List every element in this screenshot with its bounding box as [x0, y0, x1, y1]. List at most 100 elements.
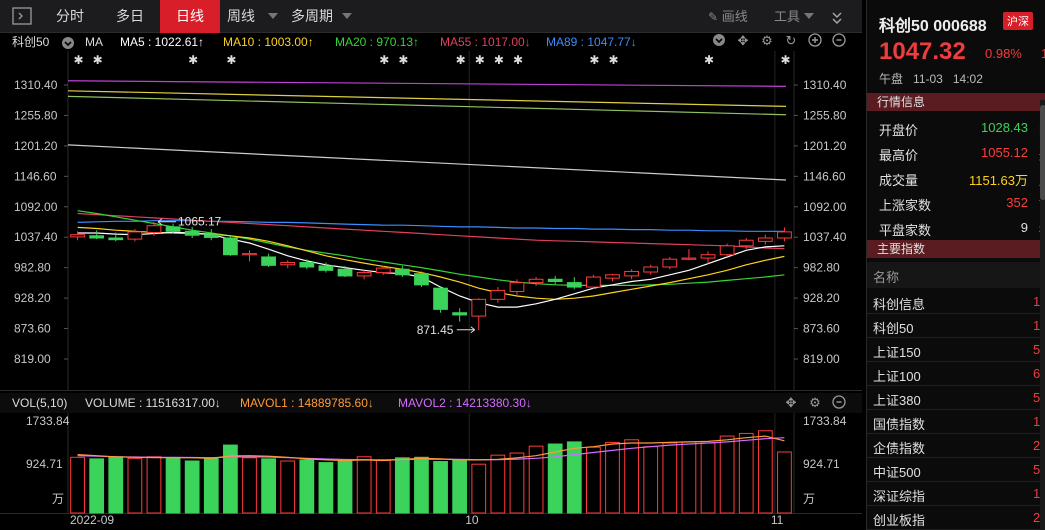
volume-legend: VOL(5,10) VOLUME : 11516317.00↓ MAVOL1 :… [0, 393, 862, 413]
index-row[interactable]: 深证综指19 [867, 482, 1045, 506]
long-ma-line [67, 90, 787, 108]
price-annotations: 1065.17 871.45 [157, 215, 476, 337]
close-icon[interactable] [832, 33, 846, 49]
volume-bar-up [280, 460, 296, 514]
volume-bar-up [528, 445, 544, 514]
candle-up [356, 272, 372, 277]
volume-bar-down [184, 460, 200, 514]
symbol-label: 科创50 [12, 35, 50, 49]
time-tick-label: 2022-09 [70, 513, 114, 527]
tab-multi-period[interactable]: 多周期 [291, 8, 333, 24]
candle-up [471, 298, 487, 317]
volume-bar-down [299, 459, 315, 514]
candle-down [261, 256, 276, 266]
volume-bar-up [624, 439, 639, 514]
index-row[interactable]: 科创5010 [867, 314, 1045, 338]
index-row[interactable]: 中证50059 [867, 458, 1045, 482]
ma-toggle-icon[interactable] [60, 33, 76, 51]
index-row[interactable]: 上证15052 [867, 338, 1045, 362]
multi-period-dropdown-icon[interactable] [342, 13, 352, 19]
tools-button[interactable]: 工具 [774, 9, 801, 24]
tab-multi-day[interactable]: 多日 [116, 8, 144, 24]
quote-label: 上涨家数 [879, 198, 932, 213]
index-name: 深证综指 [873, 489, 926, 504]
volume-bar-down [547, 443, 563, 514]
tab-daily[interactable]: 日线 [160, 0, 220, 33]
last-price: 1047.32 [879, 38, 966, 65]
candle-up [757, 237, 773, 242]
volume-tick-right: 1733.84 [803, 414, 847, 428]
price-tick-left: 819.00 [14, 352, 51, 366]
low-label: 871.45 [417, 323, 454, 337]
tab-weekly[interactable]: 周线 [227, 8, 255, 24]
scrollbar-track[interactable] [1040, 100, 1045, 530]
volume-bar-up [375, 459, 391, 514]
index-name: 上证380 [873, 393, 921, 408]
candle-up [528, 278, 544, 284]
refresh-icon[interactable]: ↻ [785, 33, 797, 48]
index-row[interactable]: 上证38056 [867, 386, 1045, 410]
draw-line-button[interactable]: ✎ 画线 [708, 9, 748, 24]
gear-icon[interactable]: ⚙ [809, 395, 821, 410]
candle-up [777, 231, 792, 239]
price-tick-left: 982.80 [14, 261, 51, 275]
candle-up [700, 254, 716, 259]
price-tick-right: 1201.20 [803, 139, 847, 153]
index-row[interactable]: 创业板指23 [867, 506, 1045, 530]
price-axis: 1310.40 1310.40 1255.80 1255.80 1201.20 1201.… [14, 78, 847, 366]
volume-chart[interactable]: 2022-09 10 11 1733.84 1733.84 924.71 924.71 万 万 [0, 413, 862, 530]
volume-bar-up [490, 454, 506, 514]
candle-down [337, 268, 353, 277]
volume-bar-up [643, 446, 659, 514]
move-icon[interactable]: ✥ [737, 33, 749, 48]
volume-tick-left: 1733.84 [26, 414, 70, 428]
index-row[interactable]: 国债指数 1 [867, 410, 1045, 434]
volume-bar-up [700, 442, 716, 514]
event-star-marker: ✱ [456, 53, 466, 67]
candle-up [490, 289, 506, 300]
add-icon[interactable] [808, 33, 822, 49]
candle-up [624, 270, 639, 277]
price-tick-right: 1255.80 [803, 108, 847, 122]
volume-bar-down [318, 462, 334, 514]
volume-value: VOLUME : 11516317.00↓ [85, 396, 221, 410]
scrollbar-thumb[interactable] [1040, 105, 1045, 200]
candle-down [184, 230, 200, 236]
volume-bar-up [127, 457, 143, 514]
index-name-column: 名称 [873, 270, 900, 285]
move-icon[interactable]: ✥ [785, 395, 797, 410]
quote-section-header[interactable]: 行情信息 [867, 93, 1045, 111]
ma20-line [77, 210, 785, 286]
gear-icon[interactable]: ⚙ [761, 33, 773, 48]
volume-background [0, 413, 862, 530]
close-icon[interactable] [832, 395, 846, 411]
ma55-value: MA55 : 1017.00↓ [440, 35, 531, 49]
price-tick-right: 1092.00 [803, 200, 847, 214]
volume-bar-up [146, 456, 162, 514]
time-tick-label: 11 [771, 513, 784, 527]
volume-bar-up [509, 452, 525, 514]
ma5-value: MA5 : 1022.61↑ [120, 35, 205, 49]
index-row[interactable]: 企债指数 2 [867, 434, 1045, 458]
chevron-down-icon[interactable] [712, 33, 726, 49]
volume-bar-down [261, 458, 276, 514]
sidebar-toggle-icon[interactable] [12, 7, 32, 25]
collapse-panel-icon[interactable] [830, 0, 844, 33]
stock-name: 科创50 000688 [879, 18, 987, 35]
volume-grid: 2022-09 10 11 [0, 413, 862, 530]
candle-down [452, 312, 468, 316]
index-row[interactable]: 上证10065 [867, 362, 1045, 386]
tab-intraday[interactable]: 分时 [56, 8, 84, 24]
event-star-marker: ✱ [589, 53, 599, 67]
tools-dropdown-icon[interactable] [804, 13, 814, 19]
index-row[interactable]: 科创信息10 [867, 290, 1045, 314]
weekly-dropdown-icon[interactable] [268, 13, 278, 19]
index-section-header[interactable]: 主要指数 [867, 240, 1045, 258]
volume-bar-down [108, 456, 124, 514]
session-label: 午盘 [879, 72, 904, 86]
index-name: 企债指数 [873, 441, 926, 456]
quote-panel: 科创50 000688 沪深 1047.32 0.98% 10 午盘 11-03… [866, 0, 1045, 530]
price-tick-right: 1037.40 [803, 230, 847, 244]
